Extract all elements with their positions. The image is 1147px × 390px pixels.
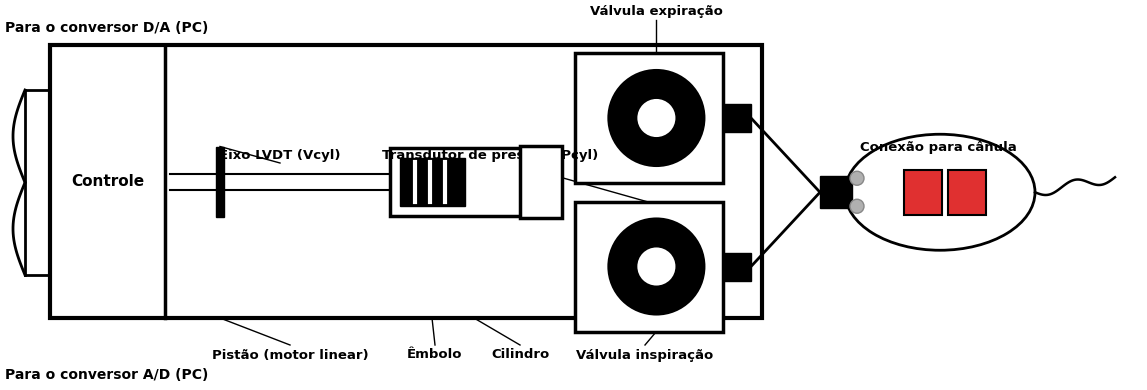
Text: Pistão (motor linear): Pistão (motor linear) [212,349,368,362]
Circle shape [608,218,704,314]
Bar [723,104,751,132]
Bar [520,145,562,218]
Text: Para o conversor A/D (PC): Para o conversor A/D (PC) [5,368,209,382]
Text: Êmbolo: Êmbolo [407,349,462,362]
Text: Válvula expiração: Válvula expiração [590,5,723,18]
Bar [575,53,723,183]
Circle shape [639,248,674,284]
Text: Transdutor de pressão (Pcyl): Transdutor de pressão (Pcyl) [382,149,598,161]
Text: Para o conversor D/A (PC): Para o conversor D/A (PC) [5,21,209,35]
Bar [390,147,530,216]
Circle shape [608,70,704,166]
Ellipse shape [845,134,1035,250]
Text: Cilindro: Cilindro [491,349,549,362]
Bar [575,202,723,332]
Circle shape [639,100,674,136]
Bar [820,176,852,208]
Text: Conexão para cânula: Conexão para cânula [860,142,1016,154]
Text: Válvula inspiração: Válvula inspiração [577,349,713,362]
Circle shape [850,171,864,185]
Bar [949,170,986,215]
Circle shape [850,199,864,213]
Bar [216,147,224,216]
Bar [723,252,751,280]
Bar [50,45,762,318]
Bar [904,170,942,215]
Text: Controle: Controle [71,174,145,189]
Text: Eixo LVDT (Vcyl): Eixo LVDT (Vcyl) [219,149,341,161]
Bar [400,158,465,206]
